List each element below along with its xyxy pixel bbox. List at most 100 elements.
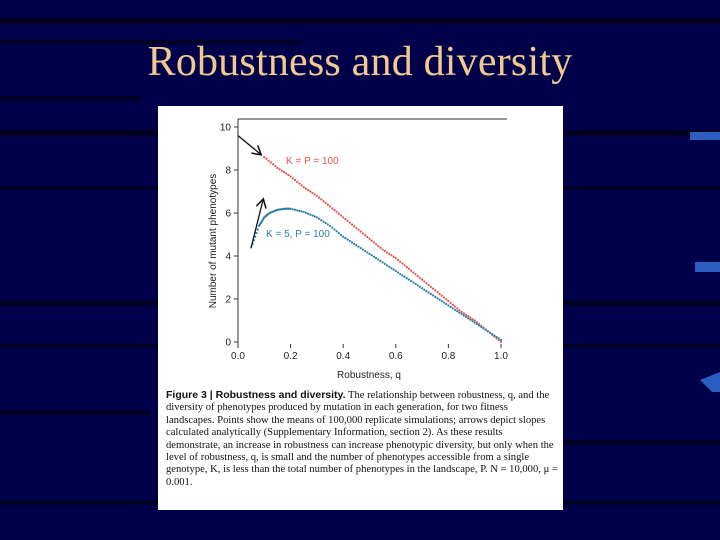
data-point (328, 224, 332, 227)
data-point (291, 208, 294, 211)
data-point (269, 161, 272, 164)
annotation-k-p-100: K = P = 100 (286, 156, 339, 167)
data-point (374, 243, 378, 246)
data-point (401, 262, 404, 265)
data-point (383, 262, 386, 265)
y-tick-label: 10 (220, 123, 232, 134)
data-point (482, 327, 485, 330)
data-point (473, 319, 476, 322)
data-point (418, 276, 422, 279)
data-point (359, 247, 362, 250)
data-point (278, 168, 281, 171)
data-point (471, 317, 474, 321)
data-point (320, 198, 323, 201)
data-point (392, 268, 395, 271)
figure-caption: Figure 3 | Robustness and diversity. The… (166, 389, 558, 489)
data-point (403, 264, 406, 267)
chart-ticks: 0 2 4 6 8 10 0.0 0.2 0.4 0.6 0.8 1.0 (220, 123, 509, 363)
data-point (309, 190, 312, 193)
data-point (337, 212, 340, 215)
data-point (366, 235, 369, 239)
data-point (390, 267, 393, 270)
data-point (291, 177, 294, 180)
data-point (315, 216, 318, 219)
x-tick-label: 0.2 (284, 351, 298, 362)
data-point (473, 321, 476, 324)
chart-axes (237, 118, 507, 344)
data-point (379, 246, 382, 249)
data-point (302, 210, 305, 214)
data-point (434, 295, 437, 298)
data-point (315, 194, 318, 197)
data-point (471, 320, 474, 323)
data-point (436, 291, 439, 294)
data-point (304, 187, 308, 190)
data-point (416, 284, 419, 287)
data-point (412, 271, 415, 274)
data-point (429, 292, 432, 296)
data-point (410, 269, 413, 272)
data-point (467, 317, 470, 320)
data-point (497, 339, 500, 342)
data-point (429, 285, 432, 288)
data-point (431, 287, 435, 290)
data-point (445, 298, 448, 301)
data-point (265, 157, 268, 160)
data-point (298, 182, 301, 185)
data-point (421, 287, 424, 290)
y-axis-label: Number of mutant phenotypes (208, 174, 219, 309)
data-point (320, 219, 323, 222)
data-point (357, 228, 360, 231)
figure-card: 0 2 4 6 8 10 0.0 0.2 0.4 0.6 0.8 1.0 Number of muta… (158, 106, 563, 510)
data-point (255, 231, 258, 235)
data-point (355, 244, 358, 247)
data-point (440, 300, 443, 303)
annotation-k-5-p-100: K = 5, P = 100 (266, 229, 330, 240)
data-point (449, 305, 452, 308)
data-point (385, 251, 389, 254)
slope-arrows (237, 135, 263, 248)
y-tick-label: 2 (225, 295, 231, 306)
data-point (331, 226, 334, 229)
data-point (390, 254, 393, 257)
data-point (370, 254, 373, 257)
data-point (396, 271, 400, 274)
data-point (276, 166, 279, 169)
series-k-p-100 (263, 156, 503, 344)
data-point (427, 283, 430, 287)
chart-points (250, 156, 503, 344)
data-point (407, 267, 411, 270)
data-point (405, 266, 408, 269)
data-point (392, 255, 395, 258)
caption-heading: Figure 3 | Robustness and diversity. (166, 389, 346, 401)
data-point (361, 232, 365, 235)
data-point (346, 238, 349, 241)
data-point (442, 301, 446, 304)
data-point (438, 298, 441, 301)
data-point (348, 239, 351, 243)
data-point (350, 223, 354, 226)
data-point (385, 264, 389, 267)
data-point (460, 310, 463, 313)
data-point (399, 272, 402, 276)
data-point (499, 340, 503, 344)
data-point (322, 220, 325, 223)
data-point (416, 274, 419, 278)
data-point (289, 207, 292, 210)
data-point (405, 277, 408, 280)
data-point (333, 228, 336, 231)
data-point (440, 294, 443, 297)
data-point (342, 235, 345, 238)
data-point (353, 225, 356, 228)
data-point (348, 221, 351, 224)
data-point (388, 265, 391, 268)
data-point (486, 330, 489, 333)
data-point (423, 288, 426, 291)
data-point (453, 305, 457, 308)
data-point (377, 258, 380, 261)
data-point (357, 245, 360, 248)
data-point (425, 290, 428, 293)
x-tick-label: 1.0 (494, 351, 508, 362)
series-k-5-p-100 (250, 207, 503, 341)
x-tick-label: 0.8 (441, 351, 455, 362)
